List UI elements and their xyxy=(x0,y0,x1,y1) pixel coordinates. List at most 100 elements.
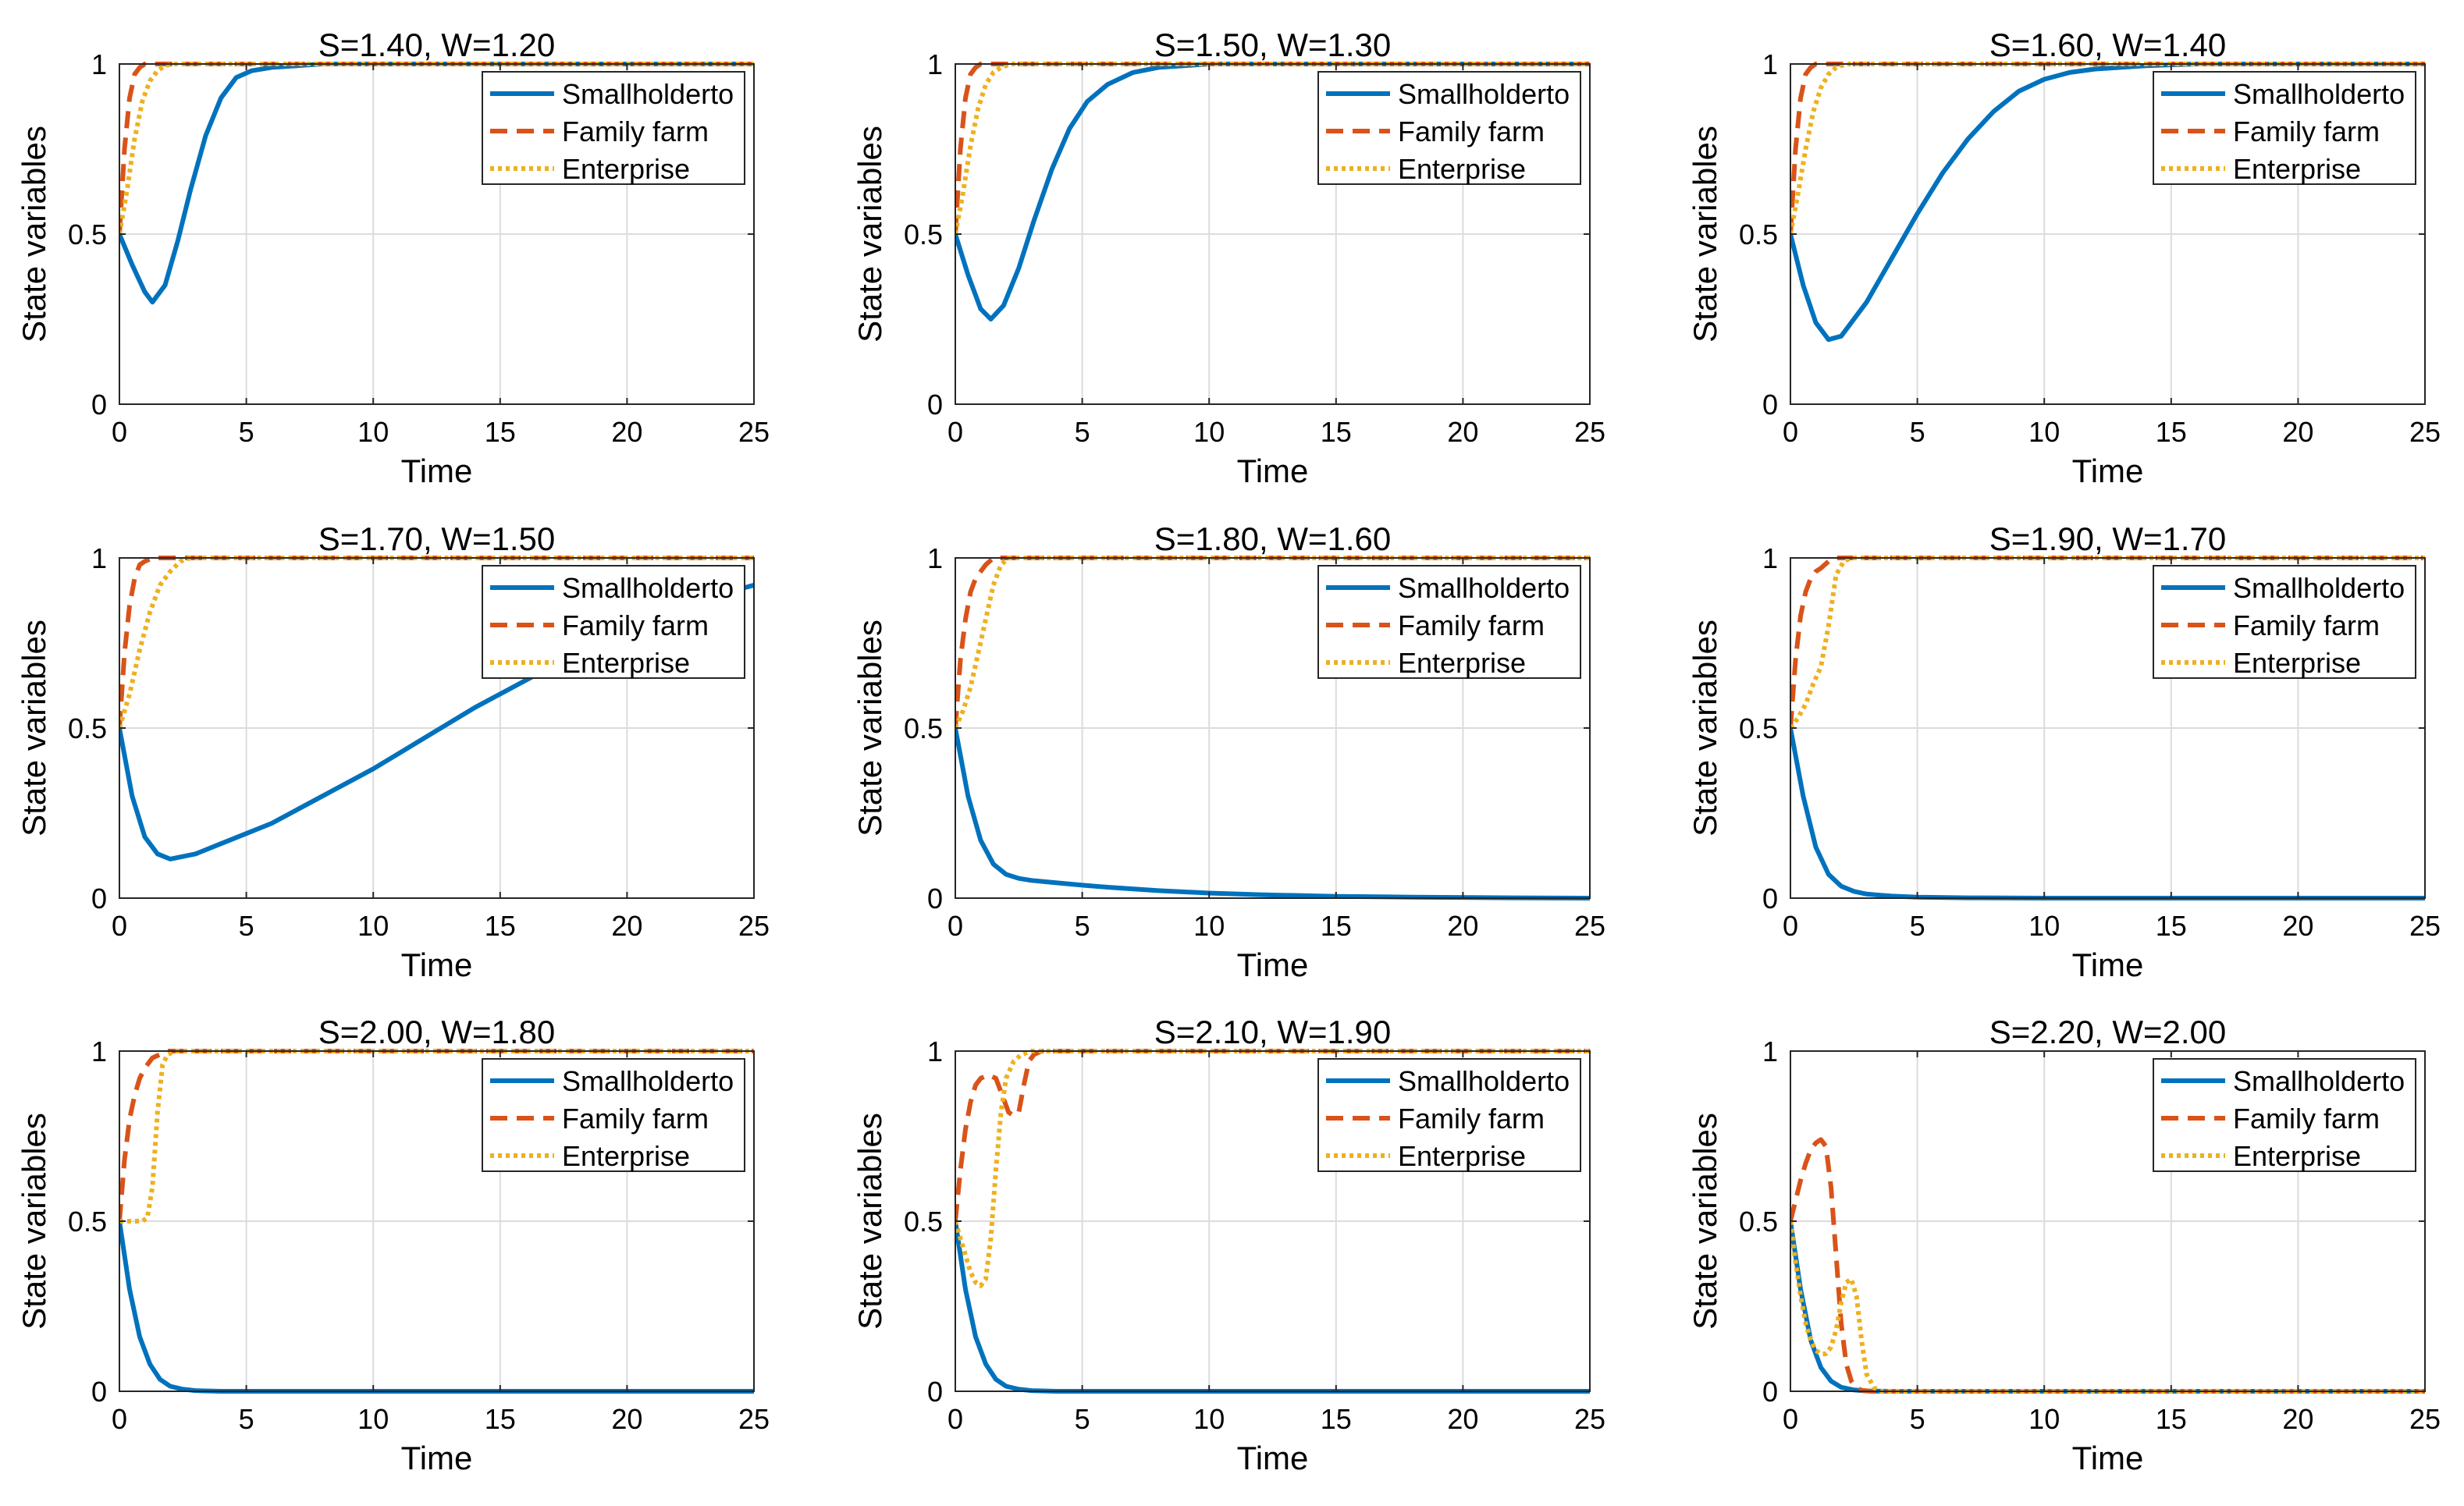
y-tick-label: 0.5 xyxy=(68,712,107,744)
x-tick-label: 20 xyxy=(2282,910,2313,942)
legend: Smallholderto Family farm Enterprise xyxy=(482,1058,745,1172)
y-tick-label: 1 xyxy=(1762,1035,1778,1067)
legend-box xyxy=(2153,1058,2416,1172)
x-axis-label: Time xyxy=(1237,947,1309,983)
legend-label: Smallholderto xyxy=(1398,78,1570,110)
x-tick-label: 10 xyxy=(1193,416,1225,448)
legend: Smallholderto Family farm Enterprise xyxy=(1317,565,1581,679)
x-tick-label: 20 xyxy=(2282,416,2313,448)
x-axis-label: Time xyxy=(401,453,473,489)
y-tick-label: 0 xyxy=(91,883,107,915)
series-line-enterprise xyxy=(119,1049,754,1224)
x-tick-label: 5 xyxy=(1075,416,1090,448)
legend-label: Enterprise xyxy=(562,1140,690,1172)
y-tick-label: 1 xyxy=(91,1035,107,1067)
legend-box xyxy=(2153,565,2416,679)
legend-label: Enterprise xyxy=(2233,1140,2361,1172)
x-tick-label: 15 xyxy=(1321,416,1352,448)
legend-box xyxy=(2153,71,2416,185)
x-tick-label: 25 xyxy=(738,910,770,942)
legend-label: Smallholderto xyxy=(2233,1065,2405,1097)
y-tick-label: 0 xyxy=(1762,389,1778,421)
legend-box xyxy=(1317,71,1581,185)
legend-label: Smallholderto xyxy=(2233,572,2405,604)
y-axis-label: State variables xyxy=(16,126,52,343)
y-axis-label: State variables xyxy=(16,620,52,836)
x-tick-label: 0 xyxy=(948,1403,963,1435)
x-tick-label: 15 xyxy=(1321,1403,1352,1435)
y-tick-label: 0.5 xyxy=(904,712,943,744)
x-tick-label: 5 xyxy=(239,1403,254,1435)
x-tick-label: 0 xyxy=(1783,1403,1798,1435)
series-line-family-farm xyxy=(955,1049,1590,1222)
x-tick-label: 25 xyxy=(2409,1403,2441,1435)
legend-label: Enterprise xyxy=(2233,153,2361,185)
series-line-enterprise xyxy=(1790,1220,2425,1394)
x-axis-label: Time xyxy=(401,1440,473,1476)
y-tick-label: 0 xyxy=(927,389,943,421)
y-tick-label: 0 xyxy=(927,883,943,915)
x-tick-label: 0 xyxy=(112,910,127,942)
x-tick-label: 10 xyxy=(1193,910,1225,942)
y-axis-label: State variables xyxy=(852,620,888,836)
legend-label: Smallholderto xyxy=(2233,78,2405,110)
subplot-5: 0 5 10 15 20 25 0 0.5 1 S=1.80, W=1.60 Time State v… xyxy=(852,520,1605,983)
x-tick-label: 25 xyxy=(738,1403,770,1435)
y-tick-label: 1 xyxy=(927,542,943,574)
x-axis-label: Time xyxy=(2072,947,2144,983)
subplot-8: 0 5 10 15 20 25 0 0.5 1 S=2.10, W=1.90 Time State v… xyxy=(852,1014,1605,1476)
y-axis-label: State variables xyxy=(1687,620,1723,836)
series-line-enterprise xyxy=(955,556,1590,730)
legend-label: Smallholderto xyxy=(562,78,734,110)
x-tick-label: 10 xyxy=(357,1403,389,1435)
series-line-enterprise xyxy=(1790,62,2425,235)
x-tick-label: 20 xyxy=(1447,910,1478,942)
x-tick-label: 5 xyxy=(1075,1403,1090,1435)
x-tick-label: 25 xyxy=(1574,1403,1605,1435)
x-tick-label: 15 xyxy=(485,910,516,942)
x-tick-label: 10 xyxy=(2028,910,2060,942)
x-tick-label: 20 xyxy=(1447,1403,1478,1435)
subplot-title: S=2.00, W=1.80 xyxy=(318,1014,556,1050)
x-tick-label: 10 xyxy=(357,416,389,448)
x-tick-label: 25 xyxy=(2409,416,2441,448)
y-axis-label: State variables xyxy=(852,126,888,343)
x-axis-label: Time xyxy=(2072,1440,2144,1476)
legend-label: Enterprise xyxy=(2233,647,2361,679)
x-axis-label: Time xyxy=(1237,453,1309,489)
x-tick-label: 5 xyxy=(239,416,254,448)
legend-label: Enterprise xyxy=(1398,1140,1526,1172)
y-tick-label: 1 xyxy=(91,48,107,80)
legend-label: Family farm xyxy=(1398,1103,1545,1135)
series-line-enterprise xyxy=(119,556,754,729)
y-tick-label: 0.5 xyxy=(1739,218,1778,250)
legend-label: Family farm xyxy=(2233,115,2380,147)
subplot-title: S=1.40, W=1.20 xyxy=(318,27,556,63)
series-line-enterprise xyxy=(955,62,1590,235)
legend: Smallholderto Family farm Enterprise xyxy=(482,71,745,185)
subplot-7: 0 5 10 15 20 25 0 0.5 1 S=2.00, W=1.80 Time State v… xyxy=(16,1014,770,1476)
x-tick-label: 0 xyxy=(948,416,963,448)
y-tick-label: 1 xyxy=(91,542,107,574)
legend-label: Family farm xyxy=(1398,609,1545,641)
x-tick-label: 15 xyxy=(2156,416,2187,448)
y-tick-label: 0.5 xyxy=(904,218,943,250)
x-tick-label: 10 xyxy=(2028,1403,2060,1435)
y-tick-label: 1 xyxy=(927,48,943,80)
legend-label: Enterprise xyxy=(562,153,690,185)
x-tick-label: 10 xyxy=(2028,416,2060,448)
x-tick-label: 20 xyxy=(611,1403,642,1435)
x-tick-label: 0 xyxy=(948,910,963,942)
legend-label: Enterprise xyxy=(1398,647,1526,679)
legend-box xyxy=(1317,565,1581,679)
subplot-title: S=1.60, W=1.40 xyxy=(1989,27,2227,63)
x-tick-label: 10 xyxy=(357,910,389,942)
y-tick-label: 0 xyxy=(1762,883,1778,915)
subplot-title: S=1.90, W=1.70 xyxy=(1989,520,2227,557)
x-tick-label: 0 xyxy=(1783,416,1798,448)
y-axis-label: State variables xyxy=(16,1113,52,1330)
x-tick-label: 5 xyxy=(1910,416,1925,448)
x-tick-label: 15 xyxy=(2156,1403,2187,1435)
subplot-title: S=1.50, W=1.30 xyxy=(1154,27,1392,63)
y-tick-label: 0 xyxy=(1762,1376,1778,1408)
